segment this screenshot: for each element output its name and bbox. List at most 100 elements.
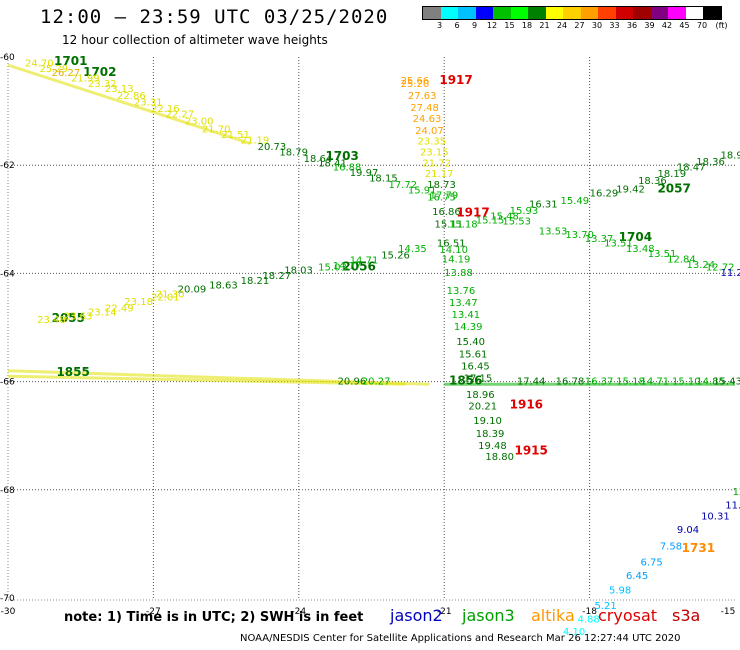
y-tick-label: -62 (0, 161, 15, 171)
wave-height-label: 15.91 (408, 185, 437, 196)
x-tick-label: -24 (291, 607, 306, 617)
legend-tick: 39 (644, 21, 655, 30)
wave-height-label: 15.15 (476, 216, 505, 227)
wave-height-label: 23.00 (185, 117, 214, 128)
wave-height-label: 16.75 (427, 192, 456, 203)
satellite-jason3-label: jason3 (462, 606, 515, 625)
wave-height-label: 13.48 (626, 244, 655, 255)
wave-height-label: 12.84 (667, 255, 696, 266)
wave-height-label: 15.53 (502, 217, 531, 228)
wave-height-label: 18.36 (696, 157, 725, 168)
wave-height-label: 15.48 (490, 211, 519, 222)
legend-swatch (598, 7, 616, 19)
legend-swatch (685, 7, 703, 19)
wave-height-label: 17.15 (464, 374, 493, 385)
legend-swatch (458, 7, 476, 19)
x-tick-label: -15 (721, 607, 736, 617)
wave-height-label: 16.78 (556, 376, 585, 387)
wave-height-label: 18.73 (427, 180, 456, 191)
wave-height-label: 18.19 (657, 169, 686, 180)
wave-height-label: 5.98 (609, 586, 631, 597)
legend-tick: 27 (574, 21, 585, 30)
wave-height-label: 16.88 (333, 163, 362, 174)
wave-height-label: 22.16 (151, 104, 180, 115)
legend-swatch (668, 7, 686, 19)
wave-height-label: 16.51 (437, 238, 466, 249)
legend-tick: 33 (609, 21, 620, 30)
wave-height-label: 11.2 (720, 268, 740, 279)
x-tick-label: -18 (582, 607, 597, 617)
footer-note: note: 1) Time is in UTC; 2) SWH is in fe… (64, 610, 364, 625)
wave-height-label: 18.03 (284, 265, 313, 276)
track-id-label: 1917 (456, 206, 489, 220)
wave-height-label: 18.79 (279, 147, 308, 158)
wave-height-label: 16.31 (529, 199, 558, 210)
wave-height-label: 13.53 (539, 226, 568, 237)
track-id-label: 1731 (682, 541, 715, 555)
wave-height-label: 12 (733, 487, 740, 498)
footer-credit: NOAA/NESDIS Center for Satellite Applica… (240, 633, 681, 644)
y-tick-label: -68 (0, 486, 15, 496)
track-id-label: 1917 (439, 73, 472, 87)
wave-height-label: 15.40 (456, 337, 485, 348)
wave-height-label: 9.04 (677, 525, 699, 536)
wave-height-label: 14.39 (454, 322, 483, 333)
wave-height-label: 17.72 (388, 180, 417, 191)
wave-height-label: 22.86 (117, 91, 146, 102)
wave-height-label: 21.30 (156, 290, 185, 301)
wave-height-label: 18.47 (677, 163, 706, 174)
wave-height-label: 23.15 (420, 147, 449, 158)
wave-height-label: 16.37 (585, 376, 614, 387)
x-tick-label: -27 (146, 607, 161, 617)
wave-height-label: 19.10 (473, 416, 502, 427)
wave-height-label: 20.27 (362, 376, 391, 387)
y-tick-label: -70 (0, 594, 15, 604)
legend-tick: 70 (696, 21, 708, 30)
legend-tick: 15 (504, 21, 515, 30)
grid-lines (8, 57, 735, 600)
wave-height-label: 20.09 (178, 284, 207, 295)
wave-height-label: 21.19 (241, 136, 270, 147)
wave-height-label: 15.03 (318, 263, 347, 274)
wave-height-label: 6.45 (626, 571, 648, 582)
wave-height-label: 16.45 (461, 362, 490, 373)
satellite-cryosat-label: cryosat (598, 606, 658, 625)
legend-swatch (633, 7, 651, 19)
wave-height-label: 24.70 (25, 59, 54, 70)
wave-height-label: 21.70 (202, 125, 231, 136)
page-subtitle: 12 hour collection of altimeter wave hei… (62, 33, 328, 47)
y-tick-label: -66 (0, 378, 15, 388)
wave-height-label: 18.64 (304, 154, 333, 165)
wave-height-label: 12.72 (706, 263, 735, 274)
wave-height-label: 13.51 (648, 249, 677, 260)
wave-height-label: 21.17 (425, 169, 454, 180)
legend-tick: 12 (486, 21, 498, 30)
wave-height-label: 7.58 (660, 541, 682, 552)
track-id-label: 1703 (325, 149, 358, 163)
legend-tick: 18 (521, 21, 533, 30)
legend-swatch (440, 7, 458, 19)
wave-height-label: 14.71 (640, 376, 669, 387)
legend-tick: (ft) (715, 21, 728, 30)
wave-height-label: 25.66 (401, 76, 430, 87)
wave-height-label: 20.96 (338, 376, 367, 387)
axis-ticks: -30 -27 -24 -21 -18 -15 -60 -62 -64 -66 -68 -70 (0, 53, 735, 617)
wave-height-label: 24.07 (415, 126, 444, 137)
wave-height-label: 13.37 (585, 234, 614, 245)
satellite-tracks (7, 63, 735, 386)
track-id-label: 1855 (56, 365, 89, 379)
satellite-s3a-label: s3a (672, 606, 701, 625)
legend-color-bar (422, 6, 722, 20)
wave-height-label: 18.80 (485, 452, 514, 463)
wave-height-label: 13.41 (451, 310, 480, 321)
wave-height-label: 27.63 (408, 91, 437, 102)
legend-tick: 24 (556, 21, 568, 30)
legend-tick: 6 (454, 21, 460, 30)
legend-swatch (510, 7, 528, 19)
wave-height-label: 23.32 (88, 79, 117, 90)
wave-height-label: 20.73 (258, 142, 287, 153)
legend-tick: 9 (471, 21, 478, 30)
wave-height-label: 4.10 (563, 627, 585, 638)
page-title: 12:00 – 23:59 UTC 03/25/2020 (40, 6, 389, 28)
